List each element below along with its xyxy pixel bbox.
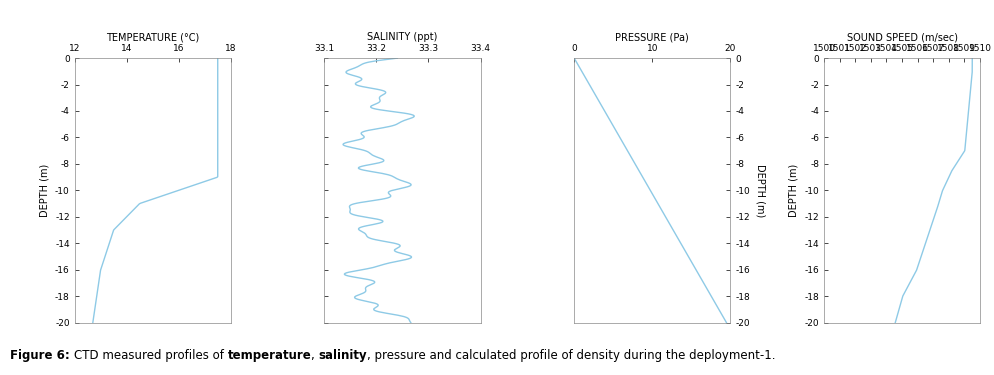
Text: temperature: temperature <box>228 349 311 362</box>
X-axis label: PRESSURE (Pa): PRESSURE (Pa) <box>614 32 689 42</box>
Text: ,: , <box>311 349 318 362</box>
Text: Figure 6:: Figure 6: <box>10 349 74 362</box>
Text: salinity: salinity <box>318 349 367 362</box>
X-axis label: SOUND SPEED (m/sec): SOUND SPEED (m/sec) <box>846 32 956 42</box>
X-axis label: TEMPERATURE (°C): TEMPERATURE (°C) <box>106 32 199 42</box>
Y-axis label: DEPTH (m): DEPTH (m) <box>40 164 50 217</box>
X-axis label: SALINITY (ppt): SALINITY (ppt) <box>367 32 437 42</box>
Y-axis label: DEPTH (m): DEPTH (m) <box>754 164 764 217</box>
Text: , pressure and calculated profile of density during the deployment-1.: , pressure and calculated profile of den… <box>367 349 775 362</box>
Text: CTD measured profiles of: CTD measured profiles of <box>74 349 228 362</box>
Y-axis label: DEPTH (m): DEPTH (m) <box>788 164 798 217</box>
